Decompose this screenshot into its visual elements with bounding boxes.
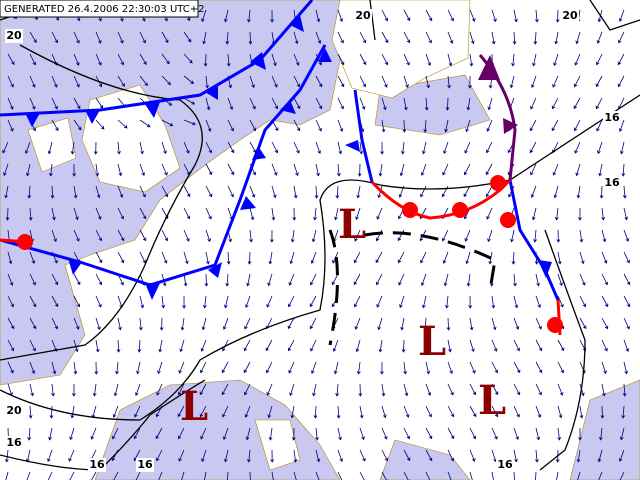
low-pressure-center: L (180, 383, 208, 430)
isobar-label-bg (136, 458, 154, 472)
isobar-label: 16 (497, 458, 513, 471)
troughs (328, 229, 497, 346)
isobar-label-bg (5, 29, 23, 43)
header-text: GENERATED 26.4.2006 22:30:03 UTC+2 (4, 4, 205, 15)
isobar-label: 16 (604, 111, 620, 124)
occluded-front (478, 54, 518, 181)
low-pressure-center: L (478, 377, 506, 424)
header-box (0, 0, 199, 18)
isobar-label: 20 (562, 9, 578, 22)
isobar-label-bg (5, 404, 23, 418)
low-pressure-center: L (338, 201, 366, 248)
low-pressure-center: L (418, 318, 446, 365)
isobar-label-bg (496, 458, 514, 472)
isobar-label: 16 (89, 458, 105, 471)
isobar-label-bg (561, 9, 579, 23)
isobar-label-bg (5, 436, 23, 450)
isobar-label: 16 (137, 458, 153, 471)
warm-fronts (0, 175, 563, 336)
isobar-label-bg (603, 176, 621, 190)
isobar-label: 20 (6, 404, 22, 417)
isobar-label: 20 (6, 29, 22, 42)
isobar-label-bg (88, 458, 106, 472)
isobar-label-bg (603, 111, 621, 125)
cold-fronts (0, 0, 560, 301)
isobar-label: 16 (6, 436, 22, 449)
isobar-label: 16 (604, 176, 620, 189)
isobar-label-bg (354, 9, 372, 23)
isobar-label: 20 (355, 9, 371, 22)
